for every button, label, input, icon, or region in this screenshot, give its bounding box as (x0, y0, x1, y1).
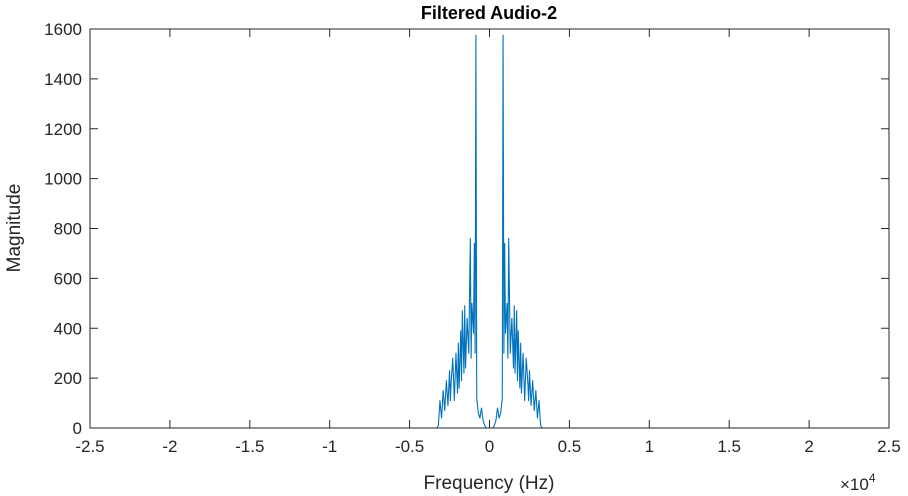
x-tick-label: 2.5 (877, 437, 901, 456)
x-tick-label: -2.5 (75, 437, 104, 456)
x-tick-label: -2 (162, 437, 177, 456)
axes-layer: -2.5 -2 -1.5 -1 -0.5 0 0.5 1 1.5 2 2.5 0 200 400 600 80… (44, 20, 901, 456)
x-tick-label: 0 (485, 437, 494, 456)
x-tick-label: 0.5 (558, 437, 582, 456)
y-tick-label: 800 (54, 220, 82, 239)
y-tick-label: 1200 (44, 120, 82, 139)
chart-title: Filtered Audio-2 (421, 3, 557, 23)
y-axis-label: Magnitude (4, 184, 25, 273)
x-exponent-power: 4 (869, 471, 876, 485)
x-tick-label: -1 (322, 437, 337, 456)
y-tick-label: 1400 (44, 70, 82, 89)
x-tick-label: -0.5 (395, 437, 424, 456)
x-tick-label: 1.5 (717, 437, 741, 456)
y-tick-label: 1600 (44, 20, 82, 39)
y-tick-label: 400 (54, 319, 82, 338)
x-exponent-base: ×10 (840, 475, 869, 494)
x-tick-label: 1 (645, 437, 654, 456)
x-exponent-label: ×104 (840, 471, 876, 494)
x-tick-label: -1.5 (235, 437, 264, 456)
y-tick-label: 200 (54, 369, 82, 388)
y-tick-label: 600 (54, 269, 82, 288)
x-tick-label: 2 (804, 437, 813, 456)
x-axis-label: Frequency (Hz) (424, 473, 555, 494)
y-tick-label: 1000 (44, 170, 82, 189)
plot-area (90, 29, 889, 428)
y-tick-label: 0 (73, 419, 82, 438)
